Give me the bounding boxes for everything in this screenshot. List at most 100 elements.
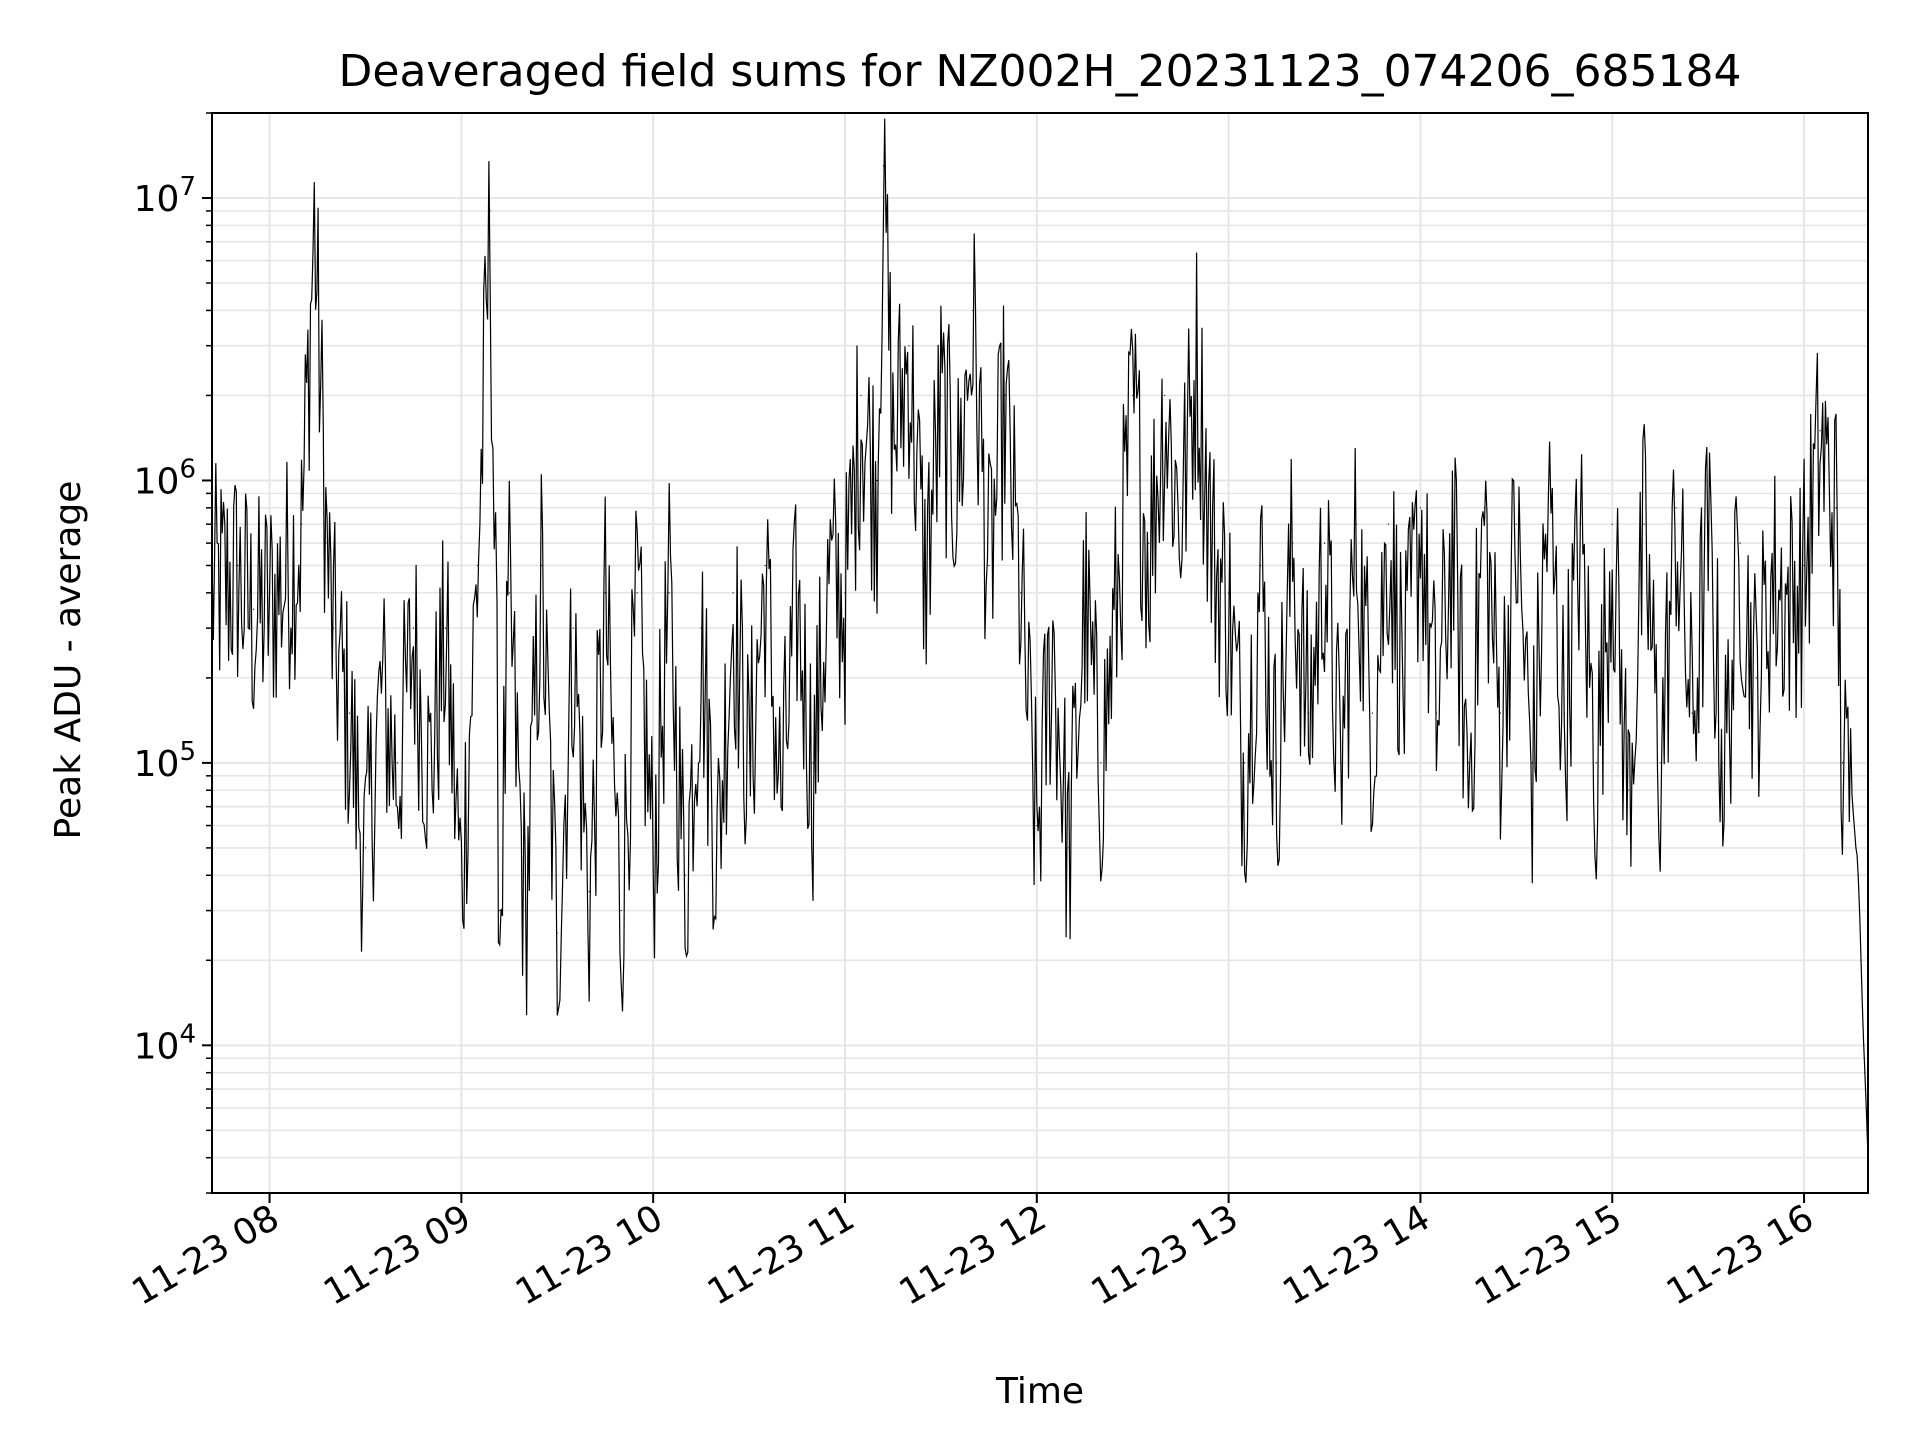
data-point [1323,542,1326,544]
x-tick-label: 11-23 08 [125,1197,286,1313]
data-point [1643,523,1645,525]
data-point [1531,762,1533,764]
data-point [508,592,510,594]
data-point [924,564,926,567]
series-line [211,118,1869,1158]
data-point [1355,523,1358,525]
data-point [499,909,501,912]
data-point [892,430,894,432]
data-point [1483,507,1485,509]
data-point [326,542,328,544]
data-point [1435,712,1438,714]
data-point [882,165,884,167]
data-point [1068,847,1070,849]
data-point [588,891,590,893]
data-point [956,479,958,482]
data-point [1180,507,1182,509]
data-point [1499,712,1501,714]
y-axis-label: Peak ADU - average [48,481,89,840]
data-point [636,592,638,594]
data-point [1228,592,1230,594]
data-point [1627,789,1629,791]
x-tick-label: 11-23 16 [1660,1197,1821,1313]
data-point [1196,345,1198,347]
data-point [236,564,239,567]
data-point [828,564,830,567]
data-point [988,564,990,567]
data-point [780,789,782,791]
y-tick-label: 105 [134,737,196,785]
data-point [796,592,798,594]
y-tick-label: 106 [134,454,196,502]
data-point [252,608,255,610]
data-point [1515,523,1517,525]
data-point [476,564,478,567]
data-point [332,627,335,629]
data-point [1835,507,1837,509]
data-point [604,592,606,594]
data-point [860,394,862,397]
x-tick-label: 11-23 13 [1084,1197,1245,1313]
data-point [1339,762,1342,764]
data-point [732,592,734,594]
y-tick-label: 107 [134,172,196,220]
data-point [412,627,415,629]
data-point [1291,542,1294,544]
x-tick-label: 11-23 09 [317,1197,478,1313]
data-point [524,909,526,912]
data-point [1212,542,1214,544]
y-axis-ticks: 104 105 106 107 [134,112,212,1194]
data-point [1403,677,1406,679]
data-point [1841,762,1844,764]
data-point [1787,592,1789,594]
data-point [300,523,303,525]
data-point [1259,564,1262,567]
plot-frame [211,112,1869,1194]
series-layer [211,118,1869,1159]
data-point [1771,564,1773,567]
data-point [812,762,814,764]
data-point [364,847,367,849]
data-point [1371,712,1374,714]
data-point [748,762,750,764]
data-point [668,592,670,594]
data-point [1611,523,1613,525]
data-point [1864,1072,1866,1074]
data-point [1547,492,1549,494]
data-point [572,627,574,629]
data-point [1691,712,1693,714]
data-point [1659,762,1661,764]
data-point [1275,762,1278,764]
data-point [460,874,462,876]
data-point [1036,824,1038,827]
data-point [380,677,383,679]
data-point [1739,542,1741,544]
data-point [844,592,846,594]
data-point [1803,564,1805,567]
data-point [876,479,878,482]
x-tick-label: 11-23 14 [1276,1197,1437,1313]
data-point [428,762,430,764]
x-tick-label: 11-23 15 [1468,1197,1629,1313]
data-point [396,762,399,764]
data-point [313,210,315,212]
data-point [1595,762,1597,764]
data-point [1707,523,1709,525]
data-point [348,712,351,714]
data-point [1164,394,1166,397]
data-point [1084,592,1086,594]
x-tick-label: 11-23 10 [509,1197,670,1313]
x-tick-label: 11-23 11 [701,1197,862,1313]
data-point [556,932,558,934]
data-point [972,309,974,312]
data-point [908,345,910,347]
data-point [1675,507,1677,509]
chart-title: Deaveraged field sums for NZ002H_2023112… [339,46,1742,97]
data-point [540,564,542,567]
data-point [268,592,271,594]
data-point [444,627,446,629]
data-point [1723,762,1725,764]
data-point [1148,542,1150,544]
data-point [1387,523,1390,525]
